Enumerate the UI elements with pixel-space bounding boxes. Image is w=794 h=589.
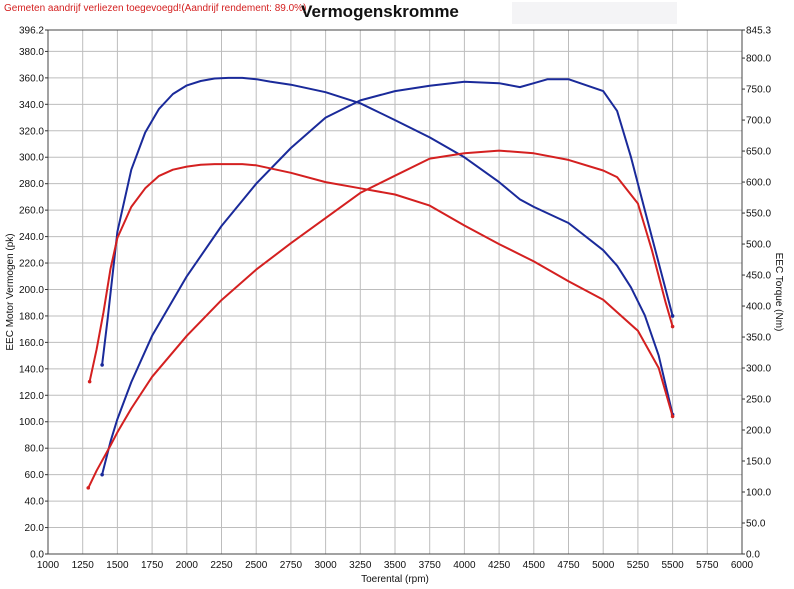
y-left-tick-label: 360.0 [19, 73, 44, 84]
x-tick-label: 2500 [245, 560, 268, 571]
x-tick-label: 5500 [661, 560, 684, 571]
series-end-point [100, 472, 104, 477]
y-left-tick-label: 240.0 [19, 232, 44, 243]
y-left-tick-label: 40.0 [25, 497, 45, 508]
y-right-tick-label: 150.0 [746, 457, 771, 468]
x-tick-label: 4000 [453, 560, 476, 571]
x-tick-label: 1500 [106, 560, 129, 571]
y-right-tick-label: 650.0 [746, 147, 771, 158]
series-line-2 [101, 78, 674, 475]
grid [48, 30, 742, 554]
series-end-point [87, 379, 92, 384]
y-left-tick-label: 340.0 [19, 100, 44, 111]
y-right-tick-label: 550.0 [746, 209, 771, 220]
y-left-tick-label: 200.0 [19, 285, 44, 296]
x-tick-label: 6000 [731, 560, 754, 571]
y-right-tick-label: 500.0 [746, 240, 771, 251]
y-right-tick-label: 200.0 [746, 426, 771, 437]
x-tick-label: 5250 [627, 560, 650, 571]
y-left-tick-label: 300.0 [19, 153, 44, 164]
y-right-tick-label: 350.0 [746, 333, 771, 344]
series-end-point [100, 363, 104, 367]
plot-border [47, 29, 743, 555]
x-tick-label: 1250 [72, 560, 95, 571]
y-left-tick-label: 20.0 [25, 523, 45, 534]
x-tick-label: 3000 [314, 560, 337, 571]
series-end-point [670, 314, 675, 318]
series-end-point [670, 414, 675, 419]
x-tick-labels: 1000 1250 1500 1750 2000 2250 2500 2750 3000 3250… [37, 560, 754, 571]
y-right-tick-label: 450.0 [746, 271, 771, 282]
y-right-tick-label: 600.0 [746, 178, 771, 189]
y-right-tick-labels: 0.0 50.0 100.0 150.0 200.0 250.0 300.0 350.0 400… [742, 26, 771, 561]
y-left-tick-label: 280.0 [19, 179, 44, 190]
x-tick-label: 2750 [280, 560, 303, 571]
axis-labels: Toerental (rpm) EEC Motor Vermogen (pk) EE… [5, 233, 784, 585]
series-line-1 [101, 76, 674, 415]
loss-note: Gemeten aandrijf verliezen toegevoegd!(A… [4, 3, 307, 14]
y-left-tick-label: 320.0 [19, 126, 44, 137]
y-left-tick-label: 120.0 [19, 391, 44, 402]
y-right-tick-label: 100.0 [746, 488, 771, 499]
y-right-tick-label: 300.0 [746, 364, 771, 375]
x-tick-label: 2000 [176, 560, 199, 571]
y-left-axis-label: EEC Motor Vermogen (pk) [5, 233, 16, 350]
x-tick-label: 2250 [210, 560, 233, 571]
series-end-point [86, 486, 91, 490]
series-end-point [670, 324, 675, 329]
y-right-tick-label: 750.0 [746, 85, 771, 96]
series-line-3 [88, 163, 674, 417]
y-left-tick-label: 180.0 [19, 311, 44, 322]
y-left-tick-label: 220.0 [19, 259, 44, 270]
x-axis-label: Toerental (rpm) [361, 574, 429, 585]
plot-frame [47, 29, 743, 555]
x-tick-label: 5750 [696, 560, 719, 571]
series-line-4 [87, 149, 674, 489]
chart-title: Vermogenskromme [301, 2, 459, 21]
x-tick-label: 4500 [523, 560, 546, 571]
y-left-tick-label: 160.0 [19, 338, 44, 349]
title-placeholder-box [512, 2, 677, 24]
x-tick-label: 3500 [384, 560, 407, 571]
y-left-tick-labels: 0.0 20.0 40.0 60.0 80.0 100.0 120.0 140.0 160.0 1… [19, 26, 48, 561]
y-left-tick-label: 380.0 [19, 47, 44, 58]
y-right-tick-label: 50.0 [746, 519, 766, 530]
y-right-tick-label: 250.0 [746, 395, 771, 406]
x-tick-label: 1000 [37, 560, 60, 571]
y-right-tick-label: 845.3 [746, 26, 771, 37]
y-right-axis-label: EEC Torque (Nm) [773, 253, 784, 332]
y-left-tick-label: 80.0 [25, 444, 45, 455]
series-lines [86, 76, 675, 490]
y-left-tick-label: 396.2 [19, 26, 44, 37]
y-left-tick-label: 0.0 [30, 550, 44, 561]
y-left-tick-label: 260.0 [19, 206, 44, 217]
y-left-tick-label: 140.0 [19, 364, 44, 375]
x-tick-label: 3750 [419, 560, 442, 571]
y-right-tick-label: 400.0 [746, 302, 771, 313]
y-right-tick-label: 800.0 [746, 54, 771, 65]
x-tick-label: 1750 [141, 560, 164, 571]
y-right-tick-label: 0.0 [746, 550, 760, 561]
x-tick-label: 4750 [557, 560, 580, 571]
y-left-tick-label: 100.0 [19, 417, 44, 428]
x-tick-label: 3250 [349, 560, 372, 571]
x-tick-label: 5000 [592, 560, 615, 571]
x-tick-label: 4250 [488, 560, 511, 571]
y-left-tick-label: 60.0 [25, 470, 45, 481]
y-right-tick-label: 700.0 [746, 116, 771, 127]
